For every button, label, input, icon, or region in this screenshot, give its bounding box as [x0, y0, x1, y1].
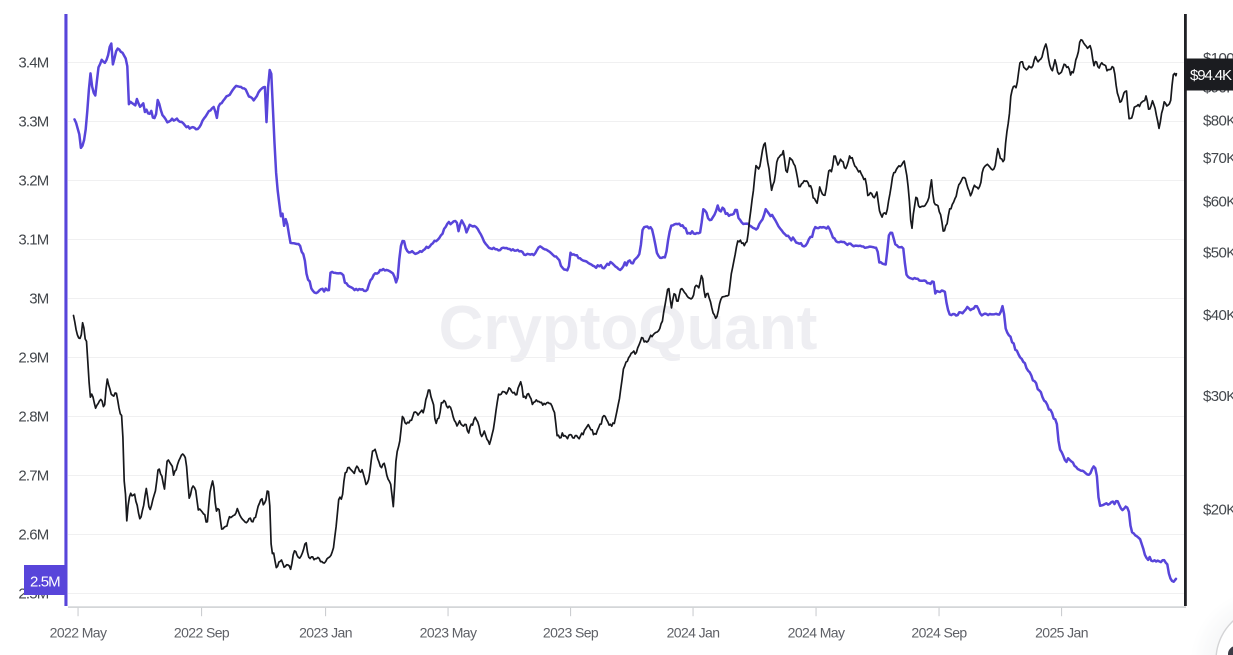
svg-text:$30K: $30K [1203, 388, 1233, 405]
svg-text:2024 Jan: 2024 Jan [667, 625, 720, 641]
svg-text:3M: 3M [29, 291, 49, 308]
svg-text:2023 May: 2023 May [420, 625, 477, 641]
svg-text:$70K: $70K [1203, 150, 1233, 167]
svg-text:2022 May: 2022 May [50, 625, 107, 641]
svg-text:$40K: $40K [1203, 307, 1233, 324]
svg-text:$80K: $80K [1203, 113, 1233, 130]
svg-text:2025 Jan: 2025 Jan [1035, 625, 1088, 641]
svg-text:3.4M: 3.4M [18, 55, 48, 72]
svg-text:2.9M: 2.9M [18, 350, 48, 367]
svg-text:2024 May: 2024 May [788, 625, 845, 641]
svg-text:3.2M: 3.2M [18, 173, 48, 190]
svg-text:3.1M: 3.1M [18, 232, 48, 249]
svg-text:2.5M: 2.5M [30, 574, 60, 591]
svg-text:2.8M: 2.8M [18, 409, 48, 426]
svg-text:CryptoQuant: CryptoQuant [439, 294, 818, 363]
svg-text:2023 Jan: 2023 Jan [299, 625, 352, 641]
svg-text:$60K: $60K [1203, 193, 1233, 210]
svg-text:2.7M: 2.7M [18, 468, 48, 485]
svg-text:$50K: $50K [1203, 245, 1233, 262]
svg-text:2023 Sep: 2023 Sep [543, 625, 599, 641]
svg-text:3.3M: 3.3M [18, 114, 48, 131]
svg-text:2024 Sep: 2024 Sep [911, 625, 967, 641]
svg-text:2.6M: 2.6M [18, 527, 48, 544]
svg-text:$94.4K: $94.4K [1190, 67, 1232, 84]
svg-text:2022 Sep: 2022 Sep [174, 625, 230, 641]
svg-text:$20K: $20K [1203, 502, 1233, 519]
